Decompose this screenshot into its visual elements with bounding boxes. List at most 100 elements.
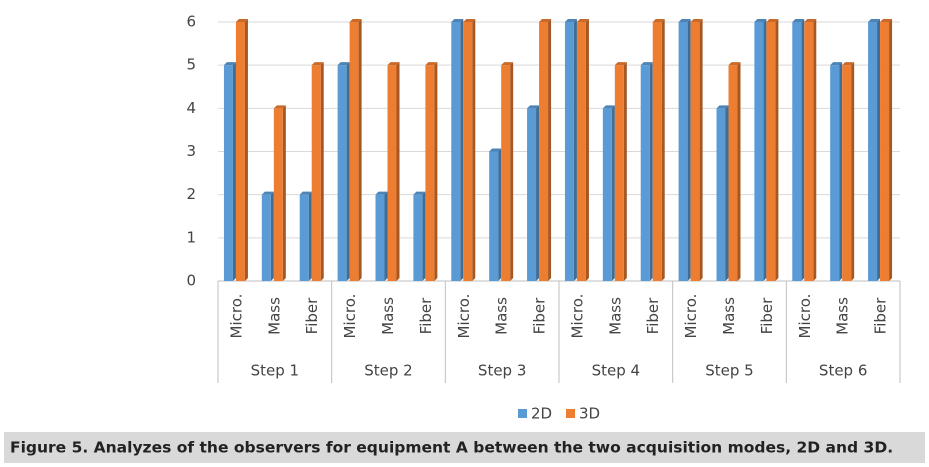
- bar: [387, 65, 397, 282]
- bar: [311, 65, 321, 282]
- bar-top: [501, 62, 514, 66]
- group-label: Step 6: [819, 362, 867, 380]
- bar-top: [299, 191, 312, 195]
- bar-side: [282, 105, 286, 281]
- bar-side: [320, 62, 324, 281]
- bar: [716, 108, 726, 281]
- bar: [539, 22, 549, 281]
- bar-side: [649, 62, 653, 281]
- bar-top: [223, 62, 236, 66]
- x-tick-label: Fiber: [531, 297, 549, 334]
- y-tick-label: 1: [186, 228, 196, 246]
- bar-side: [510, 62, 514, 281]
- x-tick-label: Mass: [834, 297, 852, 335]
- x-tick-label: Fiber: [872, 297, 890, 334]
- group-label: Step 3: [478, 362, 526, 380]
- x-tick-label: Micro.: [341, 294, 359, 339]
- y-tick-label: 5: [186, 56, 196, 74]
- bar-side: [244, 19, 248, 281]
- x-tick-label: Micro.: [682, 294, 700, 339]
- bar: [576, 22, 586, 281]
- y-tick-label: 2: [186, 185, 196, 203]
- bar-side: [737, 62, 741, 281]
- bar-side: [232, 62, 236, 281]
- bar: [678, 22, 688, 281]
- bar-top: [375, 191, 388, 195]
- bar: [728, 65, 738, 282]
- bar: [349, 22, 359, 281]
- bar: [804, 22, 814, 281]
- group-label: Step 1: [251, 362, 299, 380]
- bar-side: [775, 19, 779, 281]
- bar-side: [801, 19, 805, 281]
- bar: [261, 194, 271, 281]
- bar-side: [270, 191, 274, 281]
- bar: [501, 65, 511, 282]
- bar-side: [877, 19, 881, 281]
- bar-top: [804, 19, 817, 22]
- bar-top: [728, 62, 741, 66]
- bar-top: [830, 62, 843, 66]
- x-tick-label: Micro.: [568, 294, 586, 339]
- bar: [337, 65, 347, 282]
- bar-top: [387, 62, 400, 66]
- bar-side: [434, 62, 438, 281]
- legend-swatch: [518, 409, 527, 418]
- bar-side: [763, 19, 767, 281]
- bar: [614, 65, 624, 282]
- bar-side: [422, 191, 426, 281]
- bar: [413, 194, 423, 281]
- bar: [299, 194, 309, 281]
- legend-swatch: [566, 409, 575, 418]
- bar: [425, 65, 435, 282]
- bar-top: [602, 105, 615, 109]
- bar-top: [311, 62, 324, 66]
- bar-top: [261, 191, 274, 195]
- bar: [602, 108, 612, 281]
- bar-top: [880, 19, 893, 22]
- bar-top: [451, 19, 464, 22]
- bar-top: [868, 19, 881, 22]
- bar-side: [548, 19, 552, 281]
- bar-side: [384, 191, 388, 281]
- bar: [564, 22, 574, 281]
- bar-side: [498, 148, 502, 281]
- x-tick-label: Mass: [379, 297, 397, 335]
- y-tick-label: 6: [186, 13, 196, 31]
- x-tick-label: Mass: [265, 297, 283, 335]
- bar-top: [754, 19, 767, 22]
- bar-side: [851, 62, 855, 281]
- bar: [489, 151, 499, 281]
- bar: [690, 22, 700, 281]
- bar-side: [585, 19, 589, 281]
- bar: [842, 65, 852, 282]
- bar-side: [889, 19, 893, 281]
- bar-top: [614, 62, 627, 66]
- bar-side: [472, 19, 476, 281]
- legend-label: 2D: [531, 405, 552, 423]
- bar-top: [527, 105, 540, 109]
- bar: [451, 22, 461, 281]
- bar: [463, 22, 473, 281]
- bar-top: [652, 19, 665, 22]
- bar-top: [489, 148, 502, 152]
- x-tick-label: Mass: [606, 297, 624, 335]
- bar: [880, 22, 890, 281]
- bar-side: [460, 19, 464, 281]
- caption-bg: [4, 432, 925, 463]
- y-tick-label: 3: [186, 142, 196, 160]
- x-tick-label: Fiber: [758, 297, 776, 334]
- y-tick-label: 4: [186, 99, 196, 117]
- bar: [766, 22, 776, 281]
- bar-side: [623, 62, 627, 281]
- bar: [830, 65, 840, 282]
- bar-top: [792, 19, 805, 22]
- bar: [375, 194, 385, 281]
- bar-top: [640, 62, 653, 66]
- x-tick-label: Fiber: [303, 297, 321, 334]
- bar-top: [349, 19, 362, 22]
- bar-top: [766, 19, 779, 22]
- bar-top: [539, 19, 552, 22]
- bar-top: [576, 19, 589, 22]
